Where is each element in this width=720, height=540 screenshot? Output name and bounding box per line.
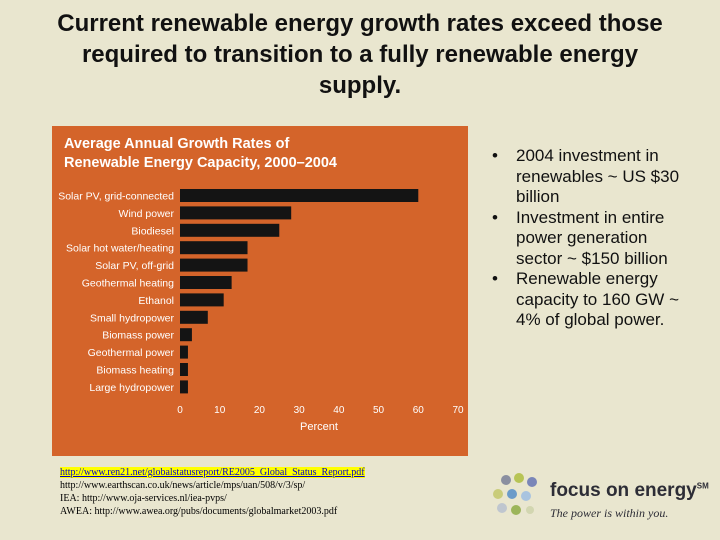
x-tick-label: 20 [254, 405, 266, 416]
category-label: Wind power [119, 208, 175, 220]
bar-4 [180, 258, 248, 272]
category-label: Ethanol [138, 295, 174, 307]
category-label: Biomass power [102, 330, 174, 342]
growth-rate-chart: Average Annual Growth Rates of Renewable … [52, 126, 468, 456]
x-tick-label: 10 [214, 405, 226, 416]
source-awea: AWEA: http://www.awea.org/pubs/documents… [60, 506, 338, 517]
bar-0 [180, 189, 419, 202]
x-tick-label: 70 [452, 405, 464, 416]
sources-list: http://www.ren21.net/globalstatusreport/… [60, 466, 460, 518]
category-label: Small hydropower [90, 312, 175, 324]
bar-5 [180, 276, 232, 289]
logo-name: focus on energySM [550, 480, 709, 501]
focus-on-energy-logo: focus on energySM The power is within yo… [488, 468, 709, 528]
logo-tagline: The power is within you. [550, 506, 669, 520]
source-link-ren21[interactable]: http://www.ren21.net/globalstatusreport/… [60, 467, 365, 478]
bar-2 [180, 223, 280, 237]
source-earthscan: http://www.earthscan.co.uk/news/article/… [60, 480, 306, 491]
category-label: Large hydropower [89, 382, 174, 394]
x-axis-label: Percent [300, 421, 338, 433]
x-tick-label: 30 [294, 405, 306, 416]
bullet-item: Investment in entire power generation se… [490, 208, 690, 270]
bar-7 [180, 310, 208, 324]
category-label: Biomass heating [96, 365, 174, 377]
bar-9 [180, 345, 188, 359]
x-tick-label: 50 [373, 405, 385, 416]
category-label: Solar PV, off-grid [95, 260, 174, 272]
bar-8 [180, 328, 192, 342]
bar-6 [180, 293, 224, 307]
category-label: Geothermal power [88, 347, 175, 359]
category-label: Biodiesel [131, 225, 174, 237]
category-label: Geothermal heating [82, 278, 174, 290]
x-tick-label: 40 [333, 405, 345, 416]
bullet-item: Renewable energy capacity to 160 GW ~ 4%… [490, 269, 690, 331]
chart-subtitle: Renewable Energy Capacity, 2000–2004 [64, 155, 337, 171]
category-label: Solar hot water/heating [66, 243, 174, 255]
bar-1 [180, 206, 292, 220]
slide-title: Current renewable energy growth rates ex… [57, 10, 663, 99]
x-tick-label: 0 [177, 405, 183, 416]
bar-10 [180, 363, 188, 376]
x-tick-label: 60 [413, 405, 425, 416]
source-iea: IEA: http://www.oja-services.nl/iea-pvps… [60, 493, 227, 504]
bar-11 [180, 380, 188, 394]
logo-dots-icon [493, 473, 537, 515]
chart-canvas: Average Annual Growth Rates of Renewable … [58, 136, 464, 433]
bullet-list: 2004 investment in renewables ~ US $30 b… [490, 146, 690, 331]
category-label: Solar PV, grid-connected [58, 191, 174, 203]
bullet-item: 2004 investment in renewables ~ US $30 b… [490, 146, 690, 208]
bar-3 [180, 241, 248, 255]
chart-title: Average Annual Growth Rates of [64, 136, 289, 152]
